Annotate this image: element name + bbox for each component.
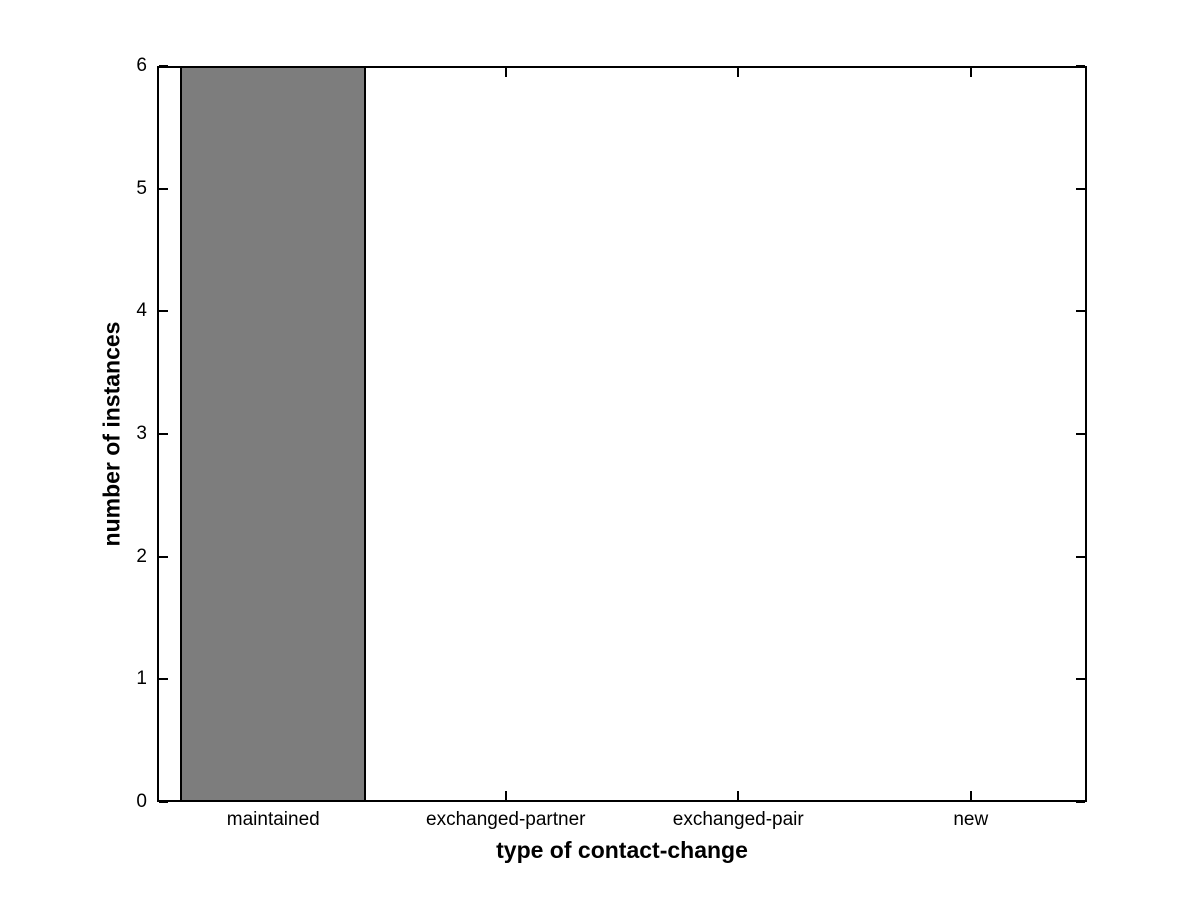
x-tick-label: exchanged-partner — [426, 809, 586, 830]
y-tick-right — [1076, 433, 1085, 435]
x-tick-top — [969, 68, 972, 77]
x-tick-label: maintained — [226, 809, 320, 830]
x-tick-top — [737, 68, 740, 77]
y-tick-right — [1076, 678, 1085, 681]
y-tick-left — [159, 187, 168, 190]
y-tick-label: 6 — [136, 55, 147, 76]
y-tick-left — [159, 65, 168, 67]
y-tick-label: 2 — [136, 545, 147, 567]
x-tick-bottom — [737, 791, 740, 800]
y-tick-left — [159, 310, 168, 313]
y-tick-left — [159, 678, 168, 681]
x-axis-label: type of contact-change — [496, 837, 748, 863]
y-tick-label: 3 — [136, 423, 147, 444]
y-tick-left — [159, 801, 168, 803]
y-tick-left — [159, 433, 168, 435]
y-tick-left — [159, 555, 168, 558]
y-tick-right — [1076, 801, 1085, 803]
y-tick-label: 1 — [136, 668, 147, 690]
bar-maintained — [180, 66, 367, 802]
x-tick-bottom — [969, 791, 972, 800]
y-tick-right — [1076, 65, 1085, 67]
y-tick-right — [1076, 187, 1085, 190]
y-tick-label: 5 — [136, 177, 147, 199]
y-tick-right — [1076, 555, 1085, 558]
y-tick-right — [1076, 310, 1085, 313]
x-tick-label: new — [953, 809, 989, 830]
y-tick-label: 4 — [136, 300, 147, 322]
y-tick-label: 0 — [136, 791, 147, 812]
x-tick-top — [504, 68, 507, 77]
x-tick-label: exchanged-pair — [672, 809, 804, 830]
x-tick-bottom — [504, 791, 507, 800]
